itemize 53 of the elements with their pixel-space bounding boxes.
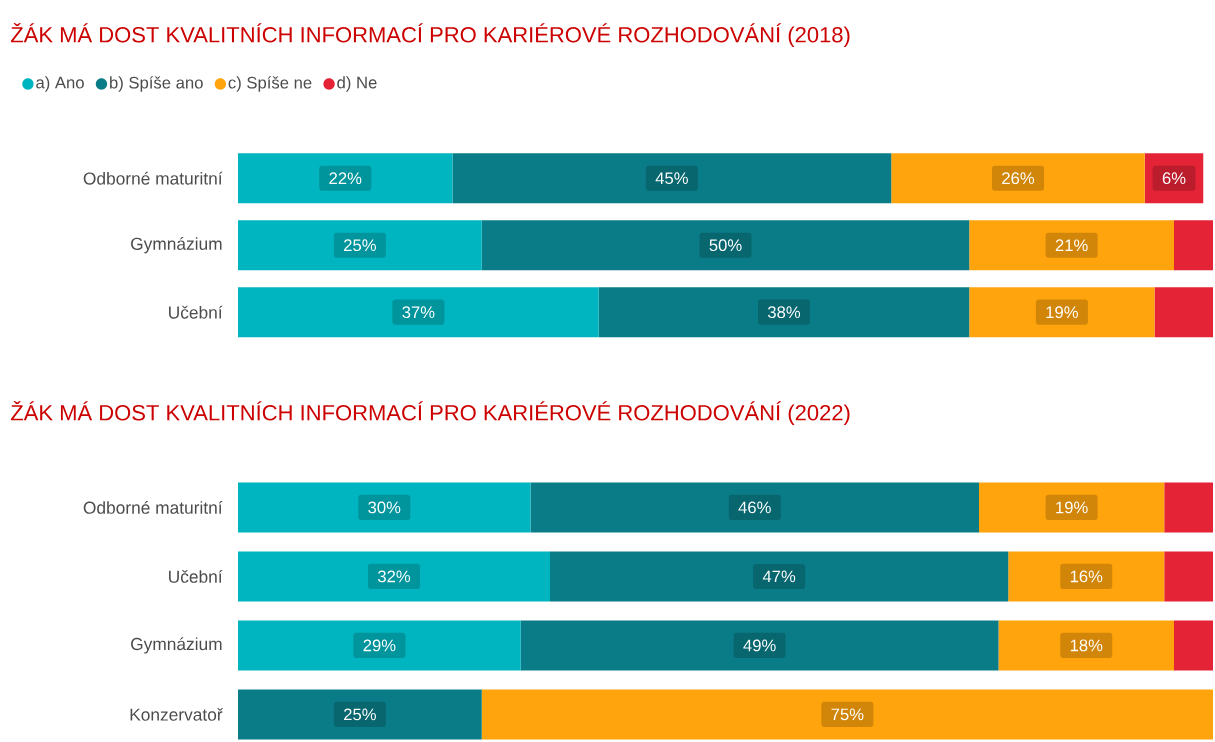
bar (1164, 551, 1213, 602)
data-label: 37% (402, 306, 435, 319)
bar (1164, 482, 1213, 533)
bar (238, 287, 599, 338)
y-tick-label: Odborné maturitní (83, 171, 223, 185)
legend-label: b) Spíše ano (110, 76, 203, 92)
bar (238, 482, 531, 533)
legend-label: d) Ne (337, 76, 377, 92)
chart-title: ŽÁK MÁ DOST KVALITNÍCH INFORMACÍ PRO KARIÉROVÉ ROZHODOVÁNÍ (2018) (10, 23, 850, 47)
data-label: 50% (709, 239, 742, 252)
data-label: 18% (1070, 639, 1103, 652)
data-label: 32% (377, 570, 411, 583)
y-tick-label: Konzervatoř (130, 707, 223, 721)
y-tick-label: Gymnázium (131, 637, 222, 654)
data-label: 30% (368, 501, 401, 514)
data-label: 45% (655, 172, 688, 185)
bar (452, 153, 892, 204)
bar (520, 620, 999, 671)
y-tick-label: Učební (169, 305, 223, 319)
bar (1174, 220, 1213, 271)
y-tick-label: Odborné maturitní (83, 500, 223, 514)
bar (598, 287, 970, 338)
data-label: 25% (344, 239, 376, 252)
bar (238, 689, 482, 740)
data-label: 6% (1162, 172, 1186, 185)
bar (530, 482, 979, 533)
data-label: 19% (1046, 306, 1078, 319)
y-tick-label: Učební (169, 569, 223, 583)
bar (238, 551, 550, 602)
y-tick-label: Gymnázium (131, 237, 222, 254)
legend-label: c) Spíše ne (228, 76, 312, 92)
data-label: 29% (363, 639, 396, 652)
legend-label: a) Ano (36, 76, 84, 92)
bar (550, 551, 1009, 602)
data-label: 21% (1055, 239, 1088, 252)
data-label: 75% (831, 708, 864, 721)
data-label: 49% (743, 639, 776, 652)
data-label: 26% (1002, 172, 1035, 185)
bar (238, 220, 482, 271)
data-label: 38% (767, 306, 801, 319)
data-label: 19% (1056, 501, 1088, 514)
bar (1154, 287, 1213, 338)
chart-title: ŽÁK MÁ DOST KVALITNÍCH INFORMACÍ PRO KARIÉROVÉ ROZHODOVÁNÍ (2022) (10, 401, 850, 425)
bar (1174, 620, 1213, 671)
data-label: 46% (738, 501, 771, 514)
data-label: 16% (1070, 570, 1103, 583)
data-label: 25% (344, 708, 376, 721)
bar (481, 220, 970, 271)
data-label: 22% (329, 172, 362, 185)
bar (891, 153, 1145, 204)
bar (238, 620, 521, 671)
data-label: 47% (762, 570, 796, 583)
bar (481, 689, 1213, 740)
